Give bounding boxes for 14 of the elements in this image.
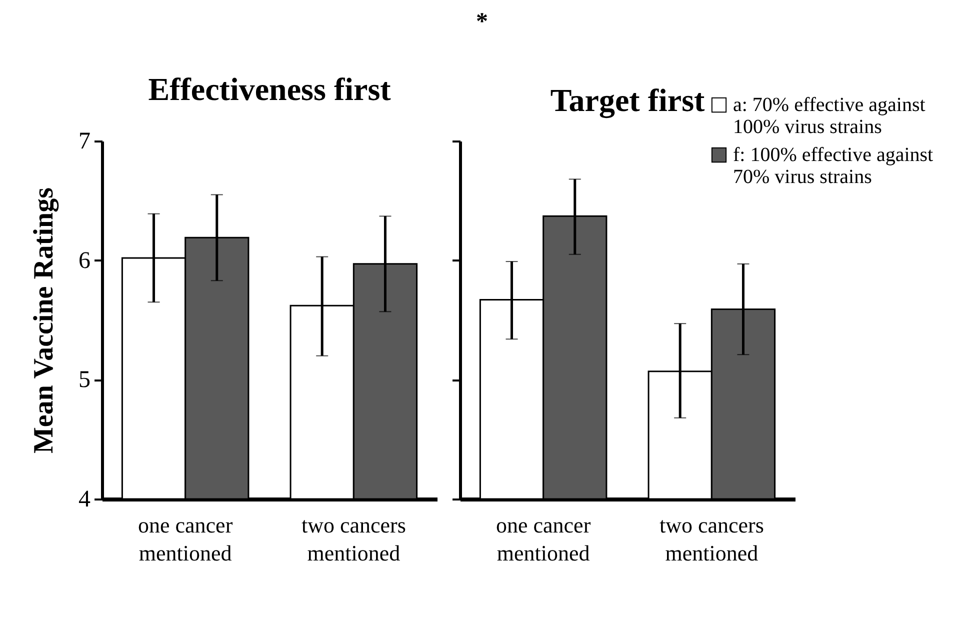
legend-label: a: 70% effective against 100% virus strains [733,94,926,138]
x-tick-label: one cancer mentioned [138,512,234,566]
legend-label: f: 100% effective against 70% virus strains [733,144,934,188]
x-tick-label: two cancers mentioned [659,512,764,566]
text: * [476,9,488,35]
y-axis-title: Mean Vaccine Ratings [28,187,60,454]
y-tick-label: 6 [78,248,90,274]
x-tick-label: two cancers mentioned [301,512,406,566]
y-tick-label: 4 [78,486,90,512]
chart-title: Target first [550,82,706,119]
chart-title: Effectiveness first [148,71,392,107]
y-tick-label: 7 [78,128,90,154]
y-tick-label: 5 [78,367,90,394]
x-tick-label: one cancer mentioned [496,512,592,566]
